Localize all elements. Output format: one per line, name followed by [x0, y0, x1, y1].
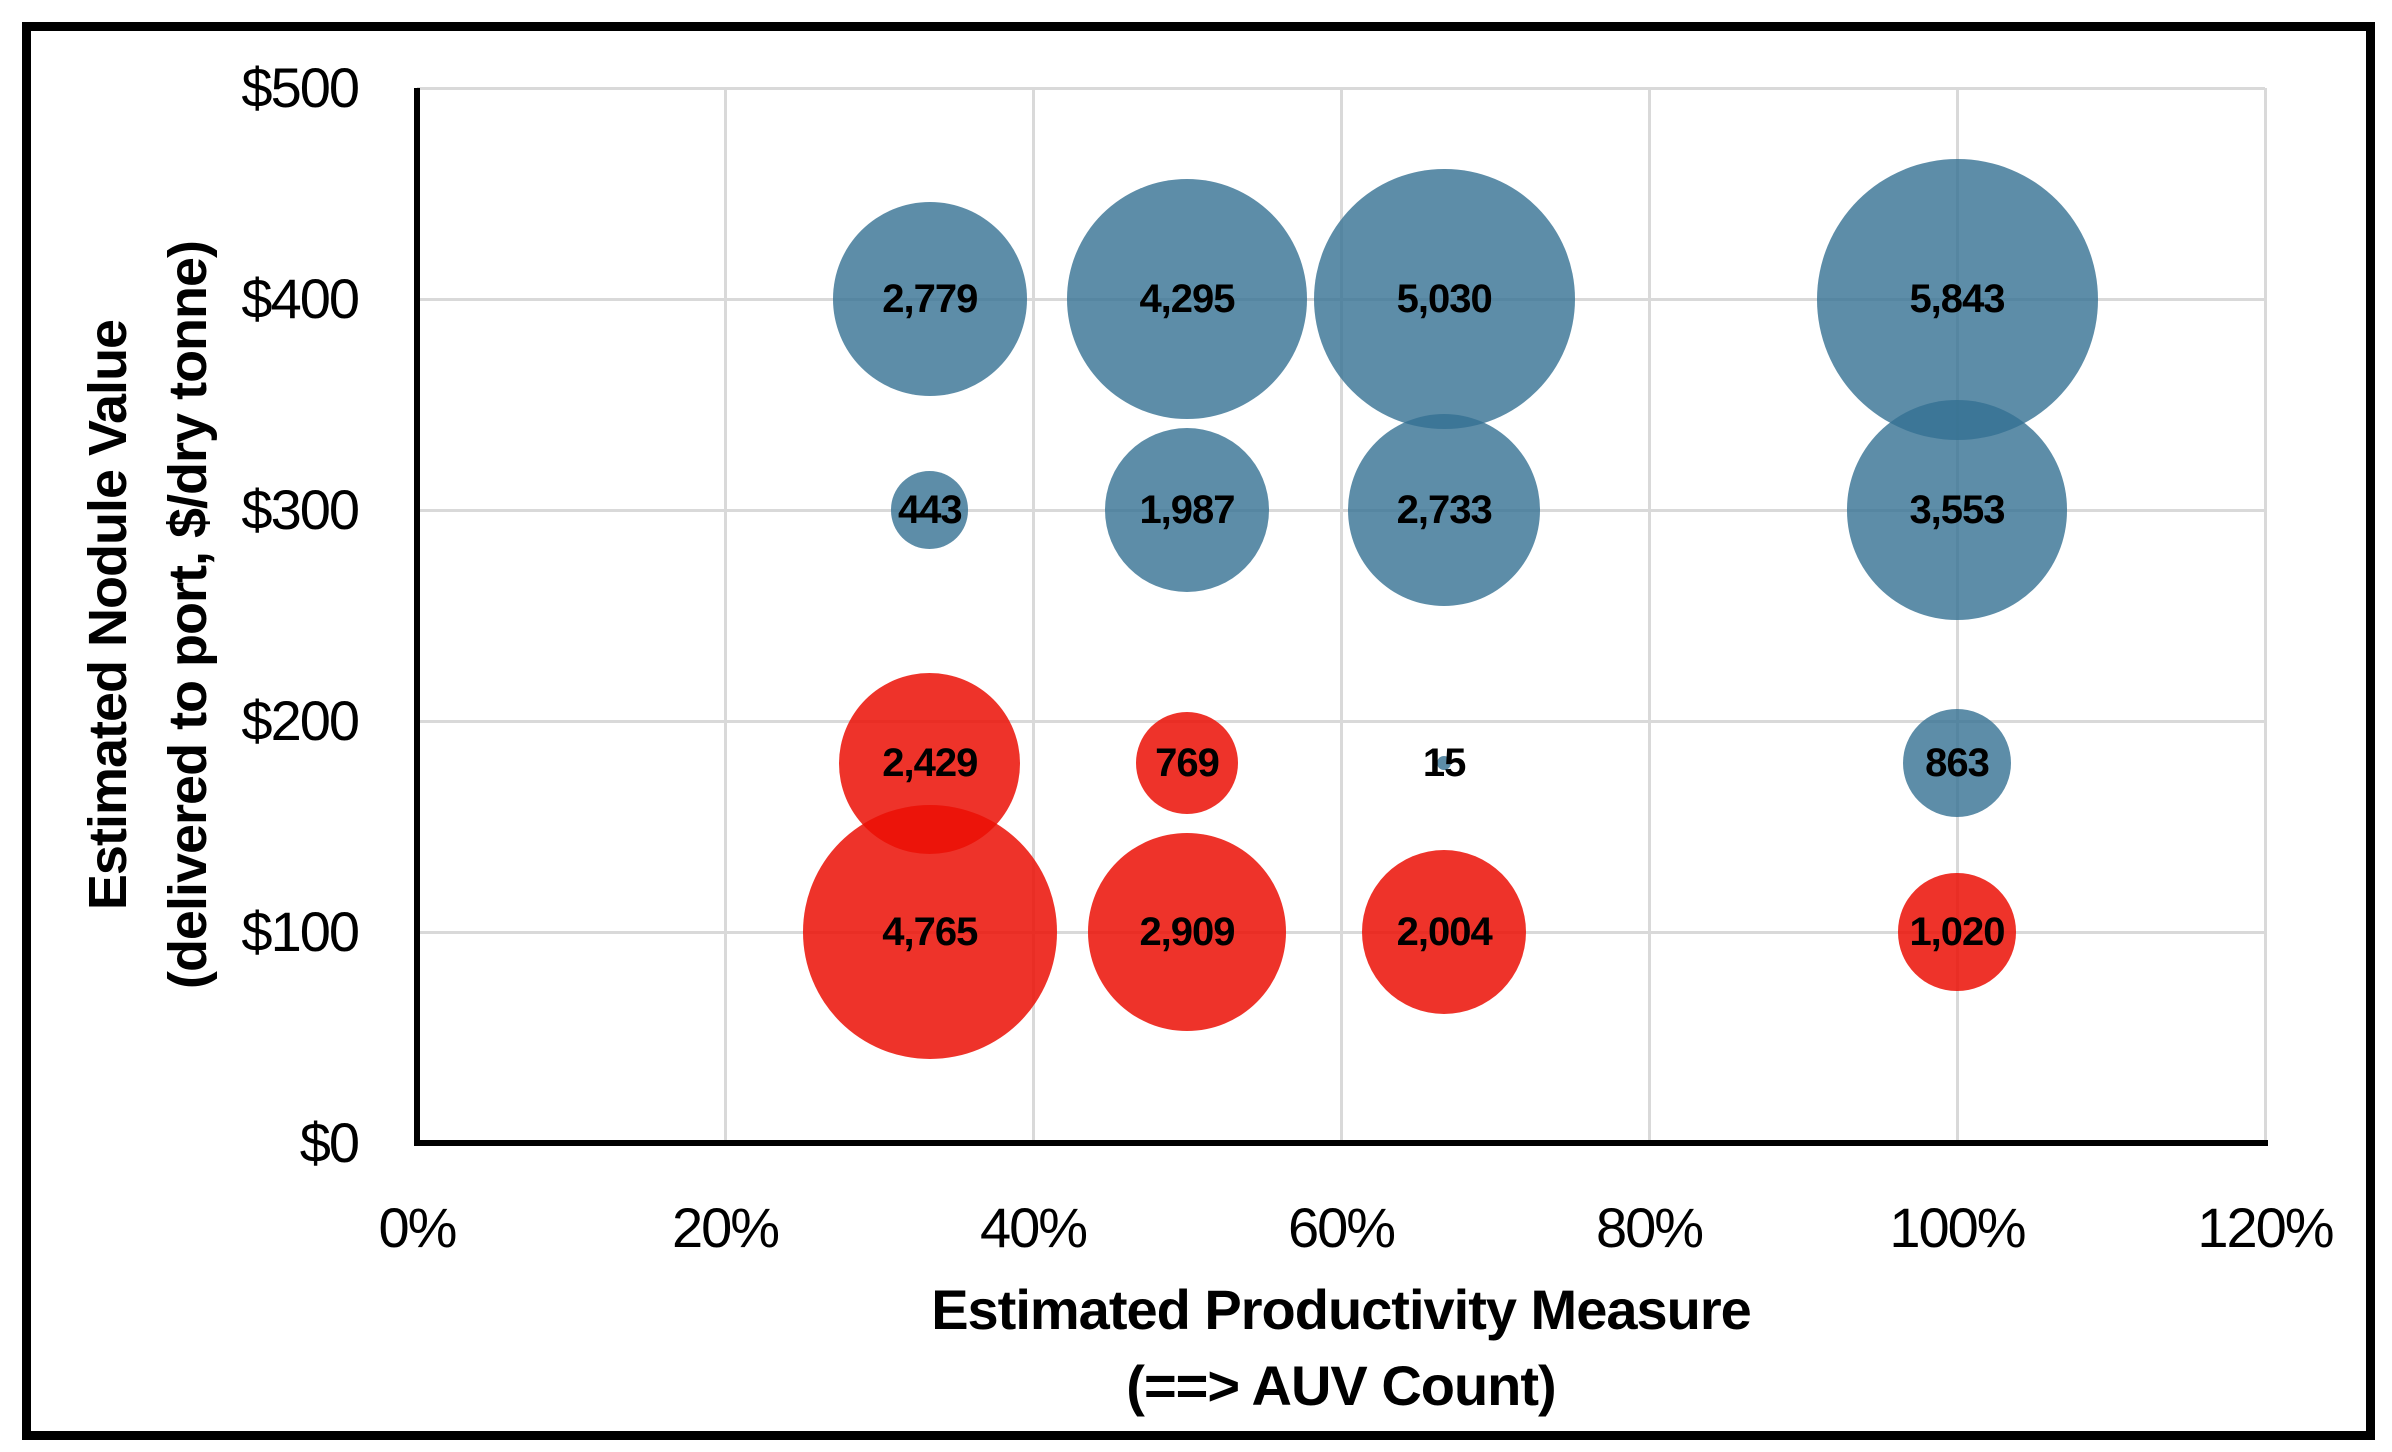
x-axis-title: Estimated Productivity Measure (==> AUV …: [641, 1272, 2041, 1424]
bubble-label-1987: 1,987: [1139, 488, 1235, 532]
blue-bubble-443: [891, 471, 969, 549]
y-axis-title-line1: Estimated Nodule Value: [78, 319, 138, 911]
x-axis-title-line2: (==> AUV Count): [1126, 1354, 1556, 1417]
blue-bubble-3553: [1847, 400, 2067, 620]
gridline-y-500: [417, 86, 2265, 90]
figure-border: [22, 22, 2375, 1440]
bubble-label-1020: 1,020: [1909, 910, 2005, 954]
blue-bubble-5843: [1816, 158, 2098, 440]
x-tick-120: 120%: [2197, 1196, 2334, 1259]
y-tick-200: $200: [241, 689, 360, 752]
red-bubble-4765: [802, 805, 1057, 1059]
gridline-x-60: [1339, 88, 1343, 1143]
bubble-label-4765: 4,765: [882, 910, 978, 954]
gridline-x-20: [723, 88, 727, 1143]
y-tick-500: $500: [241, 56, 360, 119]
blue-bubble-4295: [1066, 178, 1308, 420]
gridline-y-200: [417, 719, 2265, 723]
red-bubble-2909: [1087, 832, 1287, 1032]
bubble-label-15: 15: [1422, 741, 1467, 786]
x-tick-100: 100%: [1889, 1196, 2026, 1259]
gridline-y-100: [417, 930, 2265, 934]
x-axis-line: [414, 1140, 2268, 1146]
bubble-label-769: 769: [1155, 741, 1220, 786]
y-tick-400: $400: [241, 267, 360, 330]
red-bubble-2004: [1361, 849, 1527, 1015]
bubble-label-2429: 2,429: [882, 741, 978, 786]
blue-bubble-2779: [832, 202, 1027, 396]
y-axis-title-line2: (delivered to port, $/dry tonne): [158, 240, 218, 990]
bubble-label-5030: 5,030: [1396, 277, 1493, 321]
bubble-label-2004: 2,004: [1396, 910, 1493, 954]
x-tick-80: 80%: [1595, 1196, 1704, 1259]
gridline-x-40: [1031, 88, 1035, 1143]
red-bubble-769: [1136, 712, 1238, 815]
gridline-x-120: [2263, 88, 2267, 1143]
y-tick-100: $100: [241, 900, 360, 963]
x-tick-0: 0%: [378, 1196, 458, 1259]
y-axis-line: [414, 88, 420, 1146]
bubble-label-3553: 3,553: [1909, 488, 2005, 532]
bubble-label-2909: 2,909: [1139, 910, 1235, 954]
x-tick-20: 20%: [671, 1196, 780, 1259]
blue-bubble-5030: [1313, 168, 1575, 430]
x-tick-40: 40%: [979, 1196, 1088, 1259]
bubble-label-5843: 5,843: [1909, 277, 2005, 321]
bubble-label-2779: 2,779: [882, 277, 978, 321]
blue-bubble-15: [1437, 756, 1452, 771]
bubble-label-443: 443: [897, 488, 963, 532]
bubble-label-4295: 4,295: [1139, 277, 1235, 321]
x-axis-title-line1: Estimated Productivity Measure: [931, 1278, 1752, 1341]
plot-area: 2,779 4,295 5,030 5,843 443 1,987 2,733 3,553 15…: [417, 86, 2267, 1143]
red-bubble-1020: [1898, 873, 2016, 991]
gridline-x-80: [1647, 88, 1651, 1143]
blue-bubble-1987: [1105, 428, 1269, 592]
y-tick-300: $300: [241, 478, 360, 541]
x-tick-60: 60%: [1287, 1196, 1396, 1259]
gridline-y-300: [417, 508, 2265, 512]
bubble-label-863: 863: [1925, 741, 1990, 786]
y-tick-0: $0: [299, 1111, 360, 1174]
bubble-label-2733: 2,733: [1396, 488, 1493, 532]
blue-bubble-2733: [1348, 413, 1541, 607]
blue-bubble-863: [1903, 709, 2011, 818]
